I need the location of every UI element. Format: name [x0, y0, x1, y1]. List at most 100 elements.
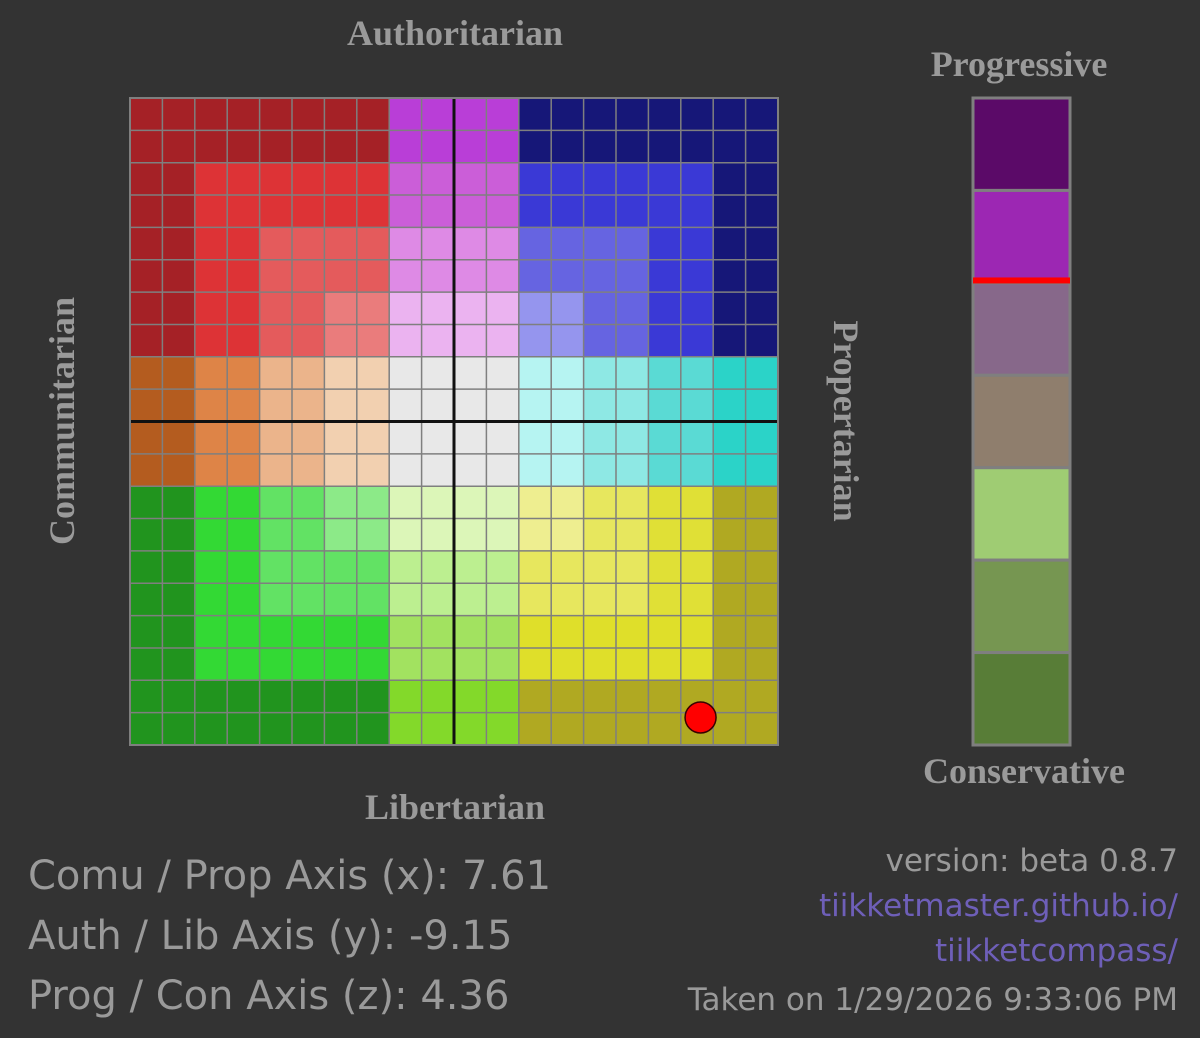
grid-cell [680, 389, 714, 422]
grid-cell [551, 259, 585, 293]
grid-cell [324, 453, 358, 487]
grid-cell [518, 680, 552, 714]
stat-z-axis: Prog / Con Axis (z): 4.36 [28, 973, 510, 1019]
grid-cell [745, 98, 779, 131]
grid-cell [421, 712, 455, 746]
grid-cell [292, 712, 325, 746]
grid-cell [745, 195, 779, 228]
grid-cell [583, 292, 617, 325]
grid-cell [292, 550, 325, 584]
grid-cell [680, 227, 714, 261]
grid-cell [648, 292, 682, 325]
grid-cell [194, 195, 228, 228]
grid-cell [680, 130, 714, 164]
grid-cell [162, 259, 196, 293]
grid-cell [518, 389, 552, 422]
grid-cell [194, 421, 228, 455]
grid-cell [713, 518, 747, 552]
grid-cell [356, 162, 390, 196]
grid-cell [518, 356, 552, 390]
grid-cell [648, 647, 682, 681]
axis-label-libertarian: Libertarian [365, 787, 545, 827]
grid-cell [162, 292, 196, 325]
grid-cell [518, 195, 552, 228]
grid-cell [518, 227, 552, 261]
grid-cell [227, 680, 261, 714]
grid-cell [227, 227, 261, 261]
grid-cell [324, 680, 358, 714]
grid-cell [745, 518, 779, 552]
grid-cell [713, 615, 747, 649]
grid-cell [324, 162, 358, 196]
scale-segment [971, 651, 1072, 747]
grid-cell [713, 98, 747, 131]
grid-cell [356, 98, 390, 131]
grid-cell [194, 356, 228, 390]
grid-cell [745, 389, 779, 422]
grid-cell [454, 162, 487, 196]
grid-cell [162, 583, 196, 617]
grid-cell [421, 259, 455, 293]
grid-cell [745, 583, 779, 617]
grid-cell [324, 389, 358, 422]
grid-cell [194, 324, 228, 358]
grid-cell [518, 162, 552, 196]
grid-cell [518, 292, 552, 325]
grid-cell [389, 486, 423, 520]
grid-cell [356, 486, 390, 520]
grid-cell [583, 550, 617, 584]
grid-cell [745, 227, 779, 261]
grid-cell [259, 518, 293, 552]
site-link-line1[interactable]: tiikketmaster.github.io/ [818, 888, 1178, 924]
grid-cell [259, 259, 293, 293]
grid-cell [259, 98, 293, 131]
grid-cell [745, 647, 779, 681]
grid-cell [648, 130, 682, 164]
timestamp-text: Taken on 1/29/2026 9:33:06 PM [687, 982, 1178, 1018]
grid-cell [551, 130, 585, 164]
grid-cell [648, 421, 682, 455]
grid-cell [259, 712, 293, 746]
grid-cell [194, 389, 228, 422]
grid-cell [324, 356, 358, 390]
grid-cell [227, 259, 261, 293]
grid-cell [454, 292, 487, 325]
grid-cell [194, 615, 228, 649]
scale-segment [971, 96, 1072, 192]
grid-cell [713, 680, 747, 714]
grid-cell [194, 680, 228, 714]
grid-cell [194, 162, 228, 196]
grid-cell [583, 647, 617, 681]
grid-cell [421, 453, 455, 487]
grid-cell [389, 712, 423, 746]
grid-cell [616, 680, 649, 714]
grid-cell [389, 292, 423, 325]
grid-cell [421, 680, 455, 714]
grid-cell [259, 389, 293, 422]
grid-cell [421, 518, 455, 552]
grid-cell [583, 227, 617, 261]
grid-cell [421, 356, 455, 390]
grid-cell [356, 712, 390, 746]
grid-cell [616, 324, 649, 358]
grid-cell [486, 421, 520, 455]
grid-cell [389, 583, 423, 617]
grid-cell [130, 98, 163, 131]
grid-cell [162, 647, 196, 681]
grid-cell [713, 421, 747, 455]
grid-cell [194, 583, 228, 617]
grid-cell [454, 195, 487, 228]
grid-cell [486, 162, 520, 196]
grid-cell [259, 615, 293, 649]
grid-cell [356, 615, 390, 649]
grid-cell [324, 615, 358, 649]
grid-cell [130, 421, 163, 455]
grid-cell [616, 356, 649, 390]
grid-cell [227, 421, 261, 455]
grid-cell [162, 421, 196, 455]
grid-cell [421, 421, 455, 455]
grid-cell [421, 389, 455, 422]
grid-cell [745, 453, 779, 487]
site-link-line2[interactable]: tiikketcompass/ [934, 933, 1178, 969]
grid-cell [421, 486, 455, 520]
